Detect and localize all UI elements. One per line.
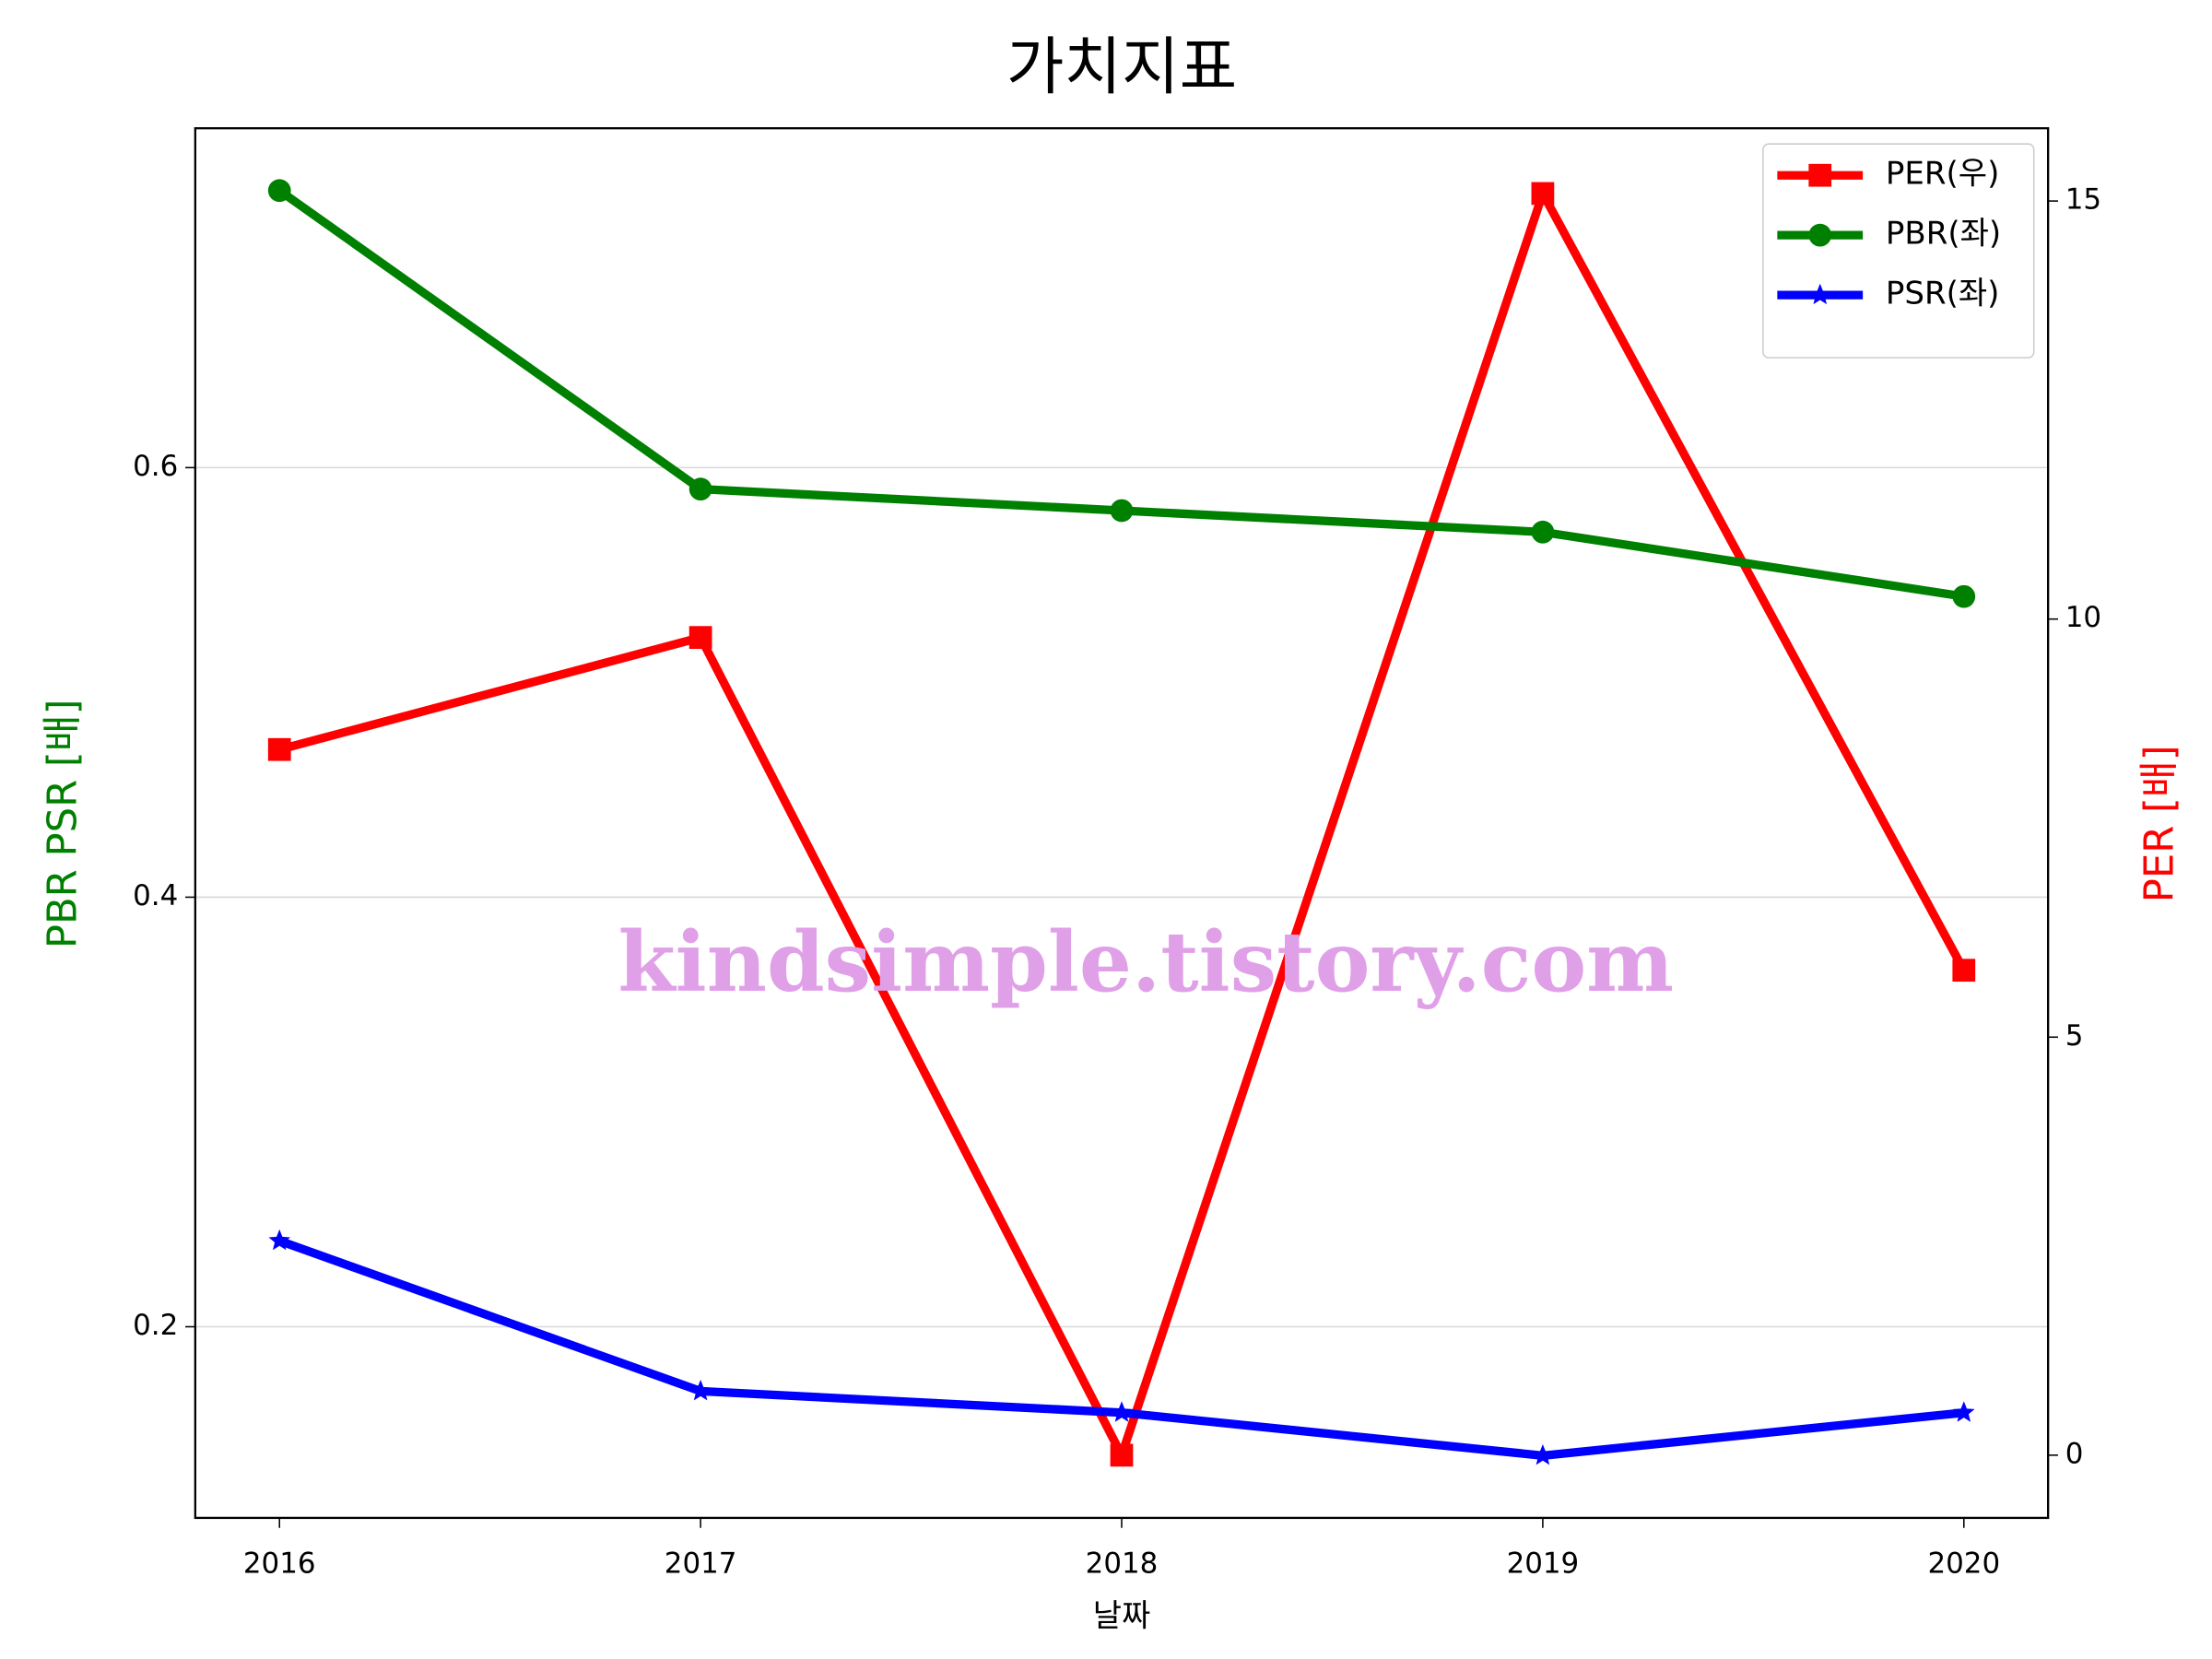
plot bbox=[267, 179, 1976, 1467]
y2-tick-label: 10 bbox=[2065, 601, 2101, 634]
x-tick-label: 2017 bbox=[665, 1547, 737, 1580]
marker bbox=[1110, 499, 1134, 523]
marker bbox=[1952, 584, 1976, 608]
marker bbox=[1111, 1401, 1133, 1422]
marker bbox=[1531, 520, 1555, 544]
legend-label: PBR(좌) bbox=[1886, 216, 2001, 253]
legend-box bbox=[1762, 143, 2035, 359]
marker bbox=[688, 626, 712, 650]
marker bbox=[1808, 163, 1832, 187]
legend-label: PSR(좌) bbox=[1886, 276, 2000, 312]
plot-frame bbox=[194, 127, 2050, 1520]
y2-tick-label: 0 bbox=[2065, 1437, 2084, 1470]
x-tick-label: 2016 bbox=[243, 1547, 316, 1580]
x-tick-label: 2018 bbox=[1086, 1547, 1159, 1580]
y-tick-label: 0.6 bbox=[133, 450, 178, 483]
x-tick-label: 2019 bbox=[1507, 1547, 1580, 1580]
marker bbox=[1531, 182, 1555, 206]
marker bbox=[688, 477, 712, 501]
y2-tick-label: 5 bbox=[2065, 1019, 2084, 1053]
marker bbox=[1110, 1443, 1134, 1467]
marker bbox=[268, 1229, 290, 1251]
y-axis-label: PBR PSR [배] bbox=[41, 700, 87, 949]
marker bbox=[689, 1380, 712, 1401]
marker bbox=[1532, 1443, 1554, 1465]
grid: 2016 2017 2018 2019 2020 0.2 0.4 0.6 0 5 10 15 bbox=[133, 183, 2101, 1581]
legend: PER(우) PBR(좌) PSR(좌) bbox=[1762, 143, 2035, 359]
marker bbox=[267, 179, 291, 203]
x-axis-label: 날짜 bbox=[1093, 1598, 1151, 1635]
marker bbox=[1808, 223, 1832, 247]
chart-title: 가치지표 bbox=[1006, 31, 1237, 104]
marker bbox=[1808, 283, 1831, 305]
y2-tick-label: 15 bbox=[2065, 183, 2101, 217]
y-tick-label: 0.4 bbox=[133, 879, 178, 912]
y2-axis-label: PER [배] bbox=[2136, 745, 2183, 902]
marker bbox=[1952, 959, 1976, 982]
legend-label: PER(우) bbox=[1886, 156, 1999, 193]
watermark: kindsimple.tistory.com bbox=[618, 914, 1675, 1011]
x-tick-label: 2020 bbox=[1927, 1547, 2000, 1580]
marker bbox=[267, 737, 291, 761]
marker bbox=[1953, 1401, 1975, 1422]
y-tick-label: 0.2 bbox=[133, 1309, 178, 1342]
